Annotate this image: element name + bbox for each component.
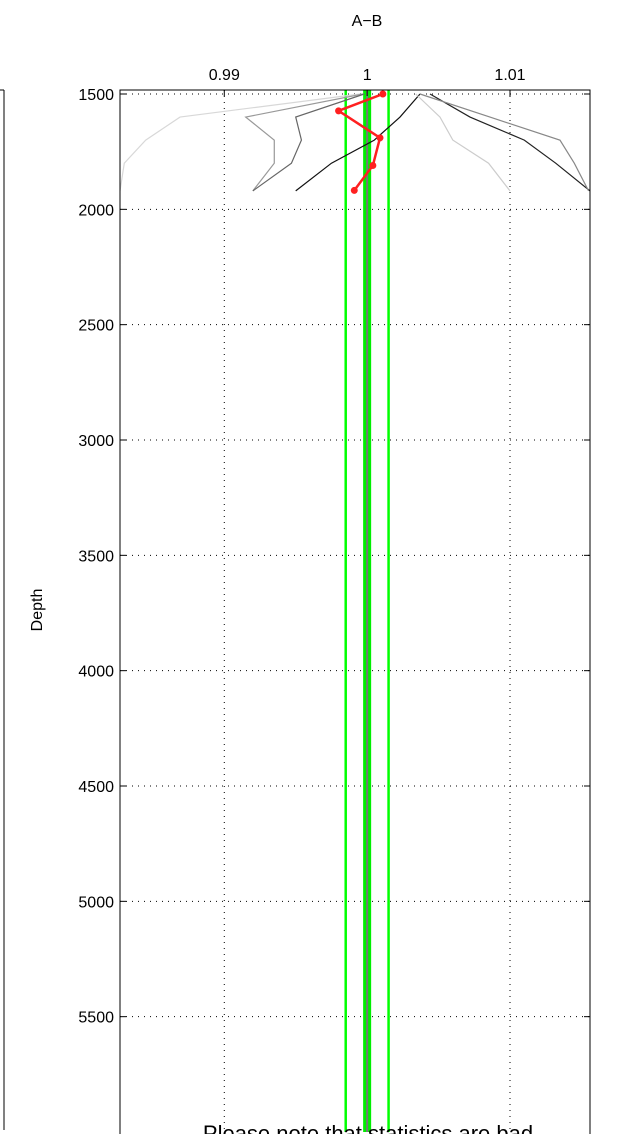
annotation: Please note that statistics are bad	[203, 1121, 533, 1134]
point	[335, 107, 343, 115]
profile-line	[120, 93, 361, 191]
point	[350, 186, 358, 194]
profile-line	[295, 93, 421, 192]
x-tick-label: 0.99	[209, 67, 240, 84]
y-tick-label: 3500	[78, 548, 114, 565]
y-tick-label: 2000	[78, 202, 114, 219]
profile-line	[415, 93, 511, 192]
y-tick-label: 3000	[78, 433, 114, 450]
y-tick-label: 5500	[78, 1010, 114, 1027]
point	[376, 134, 384, 142]
y-tick-label: 4500	[78, 779, 114, 796]
y-tick-label: 1500	[78, 87, 114, 104]
chart-title: A−B	[352, 13, 383, 30]
point	[369, 162, 377, 170]
profile-line	[244, 93, 363, 192]
y-tick-label: 2500	[78, 318, 114, 335]
axes-box	[119, 89, 591, 1134]
profile-line	[252, 93, 365, 192]
x-tick-label: 1	[363, 67, 372, 84]
profile-line	[419, 93, 590, 192]
y-tick-label: 4000	[78, 664, 114, 681]
y-axis-label: Depth	[29, 589, 46, 632]
profile-line	[429, 93, 590, 192]
axes: 0.99 1 1.01 1500 2000 2500 3000 3500 4000 4500 500…	[78, 67, 591, 1134]
point	[379, 90, 387, 98]
plot-area	[120, 90, 590, 1132]
y-tick-label: 5000	[78, 894, 114, 911]
x-tick-label: 1.01	[494, 67, 525, 84]
